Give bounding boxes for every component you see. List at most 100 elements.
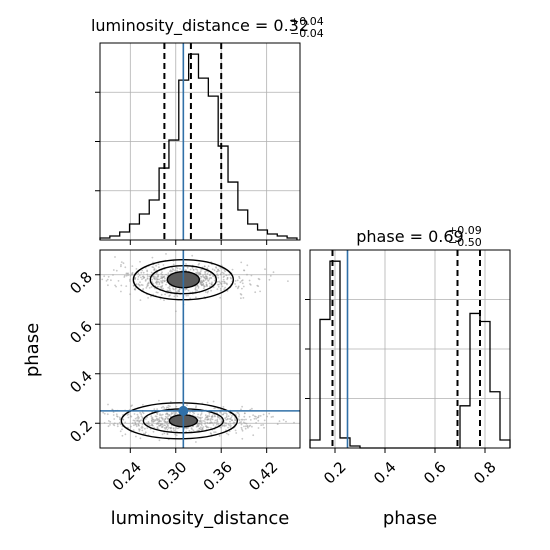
scatter-point	[237, 418, 240, 420]
scatter-point	[120, 264, 122, 266]
hist2-x-tick-label: 0.4	[370, 458, 400, 488]
scatter-point	[262, 424, 264, 426]
scatter-point	[240, 297, 242, 300]
scatter-point	[160, 406, 163, 409]
scatter-point	[167, 404, 170, 407]
x-axis-label-phase: phase	[383, 508, 437, 529]
scatter-point	[272, 271, 275, 274]
scatter-point	[167, 272, 170, 275]
scatter-point	[194, 288, 197, 291]
scatter-point	[139, 281, 141, 284]
scatter-point	[158, 439, 161, 442]
scatter-point	[196, 289, 198, 292]
scatter-point	[144, 280, 147, 282]
joint-frame	[99, 249, 301, 449]
scatter-point	[124, 421, 127, 424]
scatter-point	[241, 405, 244, 408]
scatter-point	[236, 287, 239, 290]
scatter-point	[137, 417, 140, 420]
scatter-point	[160, 276, 163, 279]
scatter-point	[156, 418, 159, 421]
scatter-point	[172, 269, 174, 271]
scatter-point	[186, 427, 189, 429]
scatter-point	[223, 282, 226, 285]
scatter-point	[163, 279, 166, 282]
scatter-point	[198, 427, 201, 430]
scatter-point	[197, 274, 200, 276]
scatter-point	[174, 433, 177, 436]
scatter-point	[135, 425, 138, 428]
scatter-point	[219, 411, 222, 414]
scatter-point	[257, 285, 260, 288]
scatter-point	[148, 422, 150, 425]
scatter-point	[185, 288, 188, 290]
scatter-point	[175, 266, 178, 269]
scatter-point	[213, 407, 216, 410]
scatter-point	[221, 271, 224, 274]
scatter-point	[204, 279, 207, 281]
scatter-point	[162, 264, 165, 266]
scatter-point	[153, 420, 156, 423]
scatter-point	[139, 437, 142, 440]
scatter-point	[248, 415, 251, 418]
scatter-point	[101, 278, 104, 281]
scatter-point	[166, 413, 169, 416]
scatter-point	[199, 283, 202, 285]
scatter-point	[241, 279, 244, 281]
scatter-point	[260, 424, 263, 426]
scatter-point	[136, 416, 139, 419]
scatter-point	[216, 270, 219, 272]
scatter-point	[239, 281, 242, 284]
scatter-point	[244, 425, 247, 428]
scatter-point	[173, 295, 176, 298]
scatter-point	[161, 433, 164, 436]
scatter-point	[198, 429, 201, 432]
scatter-point	[196, 271, 199, 273]
scatter-point	[164, 424, 167, 427]
scatter-point	[157, 280, 160, 283]
scatter-point	[218, 269, 220, 272]
scatter-point	[225, 415, 228, 417]
scatter-point	[163, 407, 166, 409]
scatter-point	[270, 416, 273, 418]
scatter-point	[146, 277, 149, 280]
scatter-point	[185, 263, 187, 265]
hist1-bars	[99, 53, 298, 240]
scatter-point	[175, 293, 177, 296]
scatter-point	[214, 419, 217, 422]
scatter-point	[223, 281, 226, 283]
scatter-point	[165, 413, 167, 415]
scatter-point	[137, 283, 140, 285]
scatter-point	[148, 275, 151, 278]
scatter-point	[177, 289, 180, 292]
scatter-point	[240, 408, 242, 411]
scatter-point	[200, 421, 203, 424]
scatter-point	[153, 408, 156, 410]
scatter-point	[156, 412, 158, 415]
scatter-point	[218, 435, 221, 437]
scatter-point	[205, 426, 208, 429]
scatter-point	[240, 261, 243, 264]
scatter-point	[243, 415, 246, 418]
scatter-point	[159, 285, 162, 288]
scatter-point	[168, 414, 171, 416]
scatter-point	[216, 418, 219, 421]
scatter-point	[142, 271, 145, 274]
scatter-point	[131, 404, 134, 407]
scatter-point	[155, 272, 158, 275]
panel-joint: 0.24 0.30 0.36 0.42 0.2 0.4 0.6 0.8	[66, 249, 301, 494]
scatter-point	[167, 425, 169, 428]
scatter-point	[166, 420, 169, 423]
scatter-point	[208, 412, 211, 415]
scatter-point	[217, 283, 219, 286]
scatter-point	[164, 415, 167, 418]
scatter-point	[130, 415, 133, 418]
contour-ellipse	[120, 402, 239, 440]
scatter-point	[231, 415, 233, 417]
scatter-point	[248, 279, 251, 282]
scatter-point	[238, 414, 241, 416]
scatter-point	[160, 272, 163, 275]
scatter-point	[217, 422, 220, 425]
truth-marker	[178, 405, 189, 416]
scatter-point	[166, 289, 169, 292]
